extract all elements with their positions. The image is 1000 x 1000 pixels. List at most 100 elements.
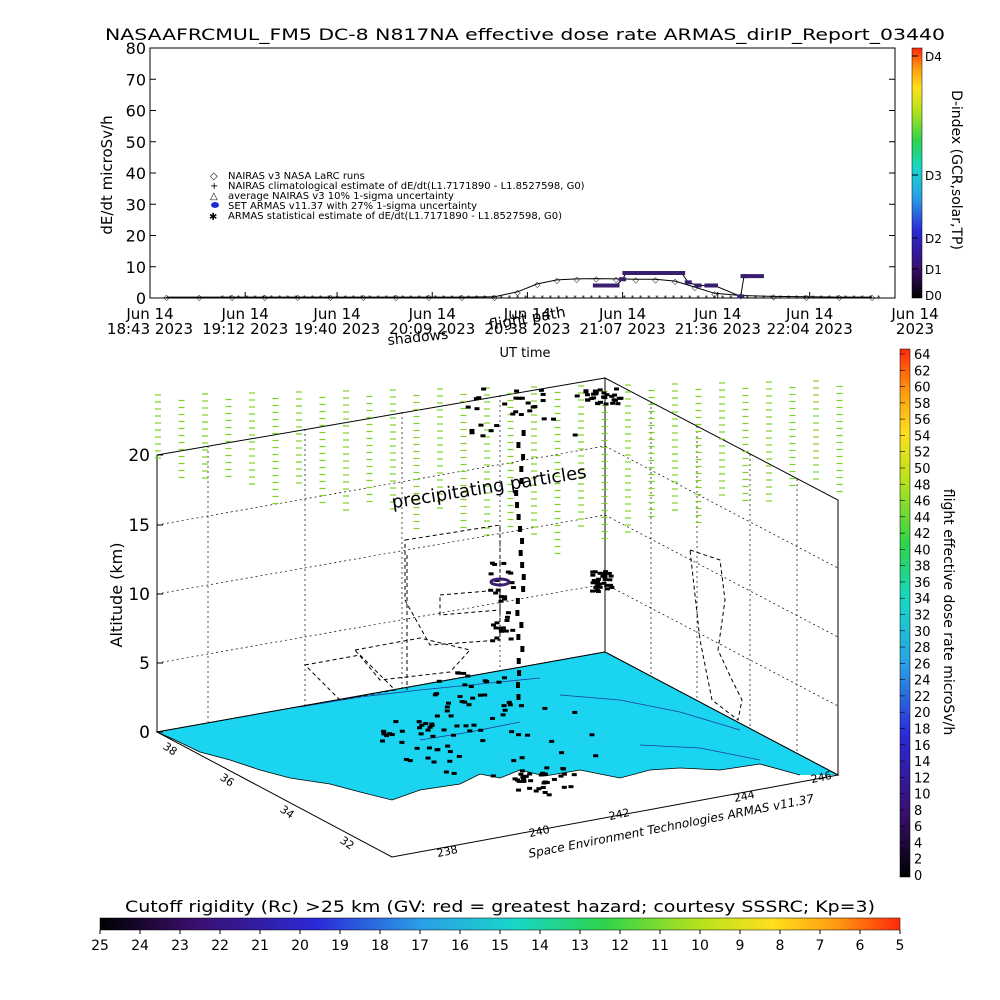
flight-peak-marker bbox=[489, 577, 511, 587]
series-nairas-point: ◇ bbox=[869, 293, 876, 302]
baseline-marker: * bbox=[237, 294, 241, 302]
track-marker bbox=[456, 754, 462, 758]
baseline-marker: * bbox=[261, 294, 265, 302]
track-marker bbox=[513, 396, 519, 400]
x-tick-time: 2023 bbox=[896, 320, 934, 338]
track-marker bbox=[597, 400, 603, 404]
cutoff-rigidity-ticks: 25 24 23 22 21 20 19 18 17 16 15 14 13 12 11 10 9 8 7 6 5 bbox=[91, 930, 904, 954]
track-marker bbox=[594, 584, 600, 588]
track-marker bbox=[519, 478, 524, 484]
track-marker bbox=[508, 637, 514, 641]
dose-rate-tick-label: 26 bbox=[914, 657, 931, 672]
track-marker bbox=[583, 389, 589, 393]
series-armas-point bbox=[625, 271, 633, 275]
d-index-tick-label: D3 bbox=[925, 169, 942, 183]
track-marker bbox=[527, 409, 533, 413]
track-marker bbox=[505, 611, 511, 615]
x-tick-date: Jun 14 bbox=[598, 305, 646, 323]
baseline-marker: * bbox=[417, 294, 421, 302]
track-marker bbox=[465, 674, 471, 678]
track-marker bbox=[434, 714, 440, 718]
track-marker bbox=[459, 700, 465, 704]
track-marker bbox=[608, 583, 614, 587]
track-marker bbox=[494, 636, 500, 640]
track-marker bbox=[445, 744, 451, 748]
track-marker bbox=[498, 595, 504, 599]
dose-rate-tick-label: 56 bbox=[914, 413, 931, 428]
longitude-tick-label: 244 bbox=[733, 788, 756, 805]
track-marker bbox=[457, 695, 463, 699]
baseline-marker: * bbox=[393, 294, 397, 302]
legend-symbol-diamond: ◇ bbox=[210, 171, 218, 182]
cutoff-rigidity-tick-label: 22 bbox=[211, 938, 229, 954]
baseline-marker: * bbox=[819, 294, 823, 302]
track-marker bbox=[407, 759, 413, 763]
track-marker bbox=[521, 774, 527, 778]
baseline-marker: * bbox=[286, 294, 290, 302]
baseline-marker: * bbox=[270, 294, 274, 302]
track-marker bbox=[443, 770, 449, 774]
baseline-marker: * bbox=[532, 294, 536, 302]
track-marker bbox=[525, 733, 531, 737]
baseline-marker: * bbox=[508, 294, 512, 302]
dose-rate-tick-label: 8 bbox=[914, 804, 922, 819]
baseline-marker: * bbox=[622, 294, 626, 302]
baseline-marker: * bbox=[762, 294, 766, 302]
cutoff-rigidity-tick-label: 9 bbox=[736, 938, 745, 954]
coastline bbox=[157, 732, 838, 857]
track-marker bbox=[511, 759, 517, 763]
series-armas-point bbox=[651, 271, 659, 275]
track-marker bbox=[419, 723, 425, 727]
track-marker bbox=[602, 572, 608, 576]
cutoff-rigidity-tick-label: 6 bbox=[856, 938, 865, 954]
longitude-tick-label: 246 bbox=[810, 769, 833, 786]
dose-rate-tick-label: 16 bbox=[914, 739, 931, 754]
baseline-marker: * bbox=[877, 294, 881, 302]
track-marker bbox=[504, 618, 510, 622]
track-marker bbox=[595, 589, 601, 593]
track-marker bbox=[594, 581, 600, 585]
series-nairas-point: ◇ bbox=[426, 293, 433, 302]
flight-shadow-lines bbox=[303, 524, 743, 721]
track-marker bbox=[597, 571, 603, 575]
track-marker bbox=[478, 423, 484, 427]
series-armas-point bbox=[638, 271, 646, 275]
y-tick-label: 20 bbox=[126, 227, 146, 246]
track-marker bbox=[597, 585, 603, 589]
cutoff-rigidity-tick-label: 24 bbox=[131, 938, 149, 954]
series-nairas-point: ◇ bbox=[360, 293, 367, 302]
series-nairas-point: ◇ bbox=[459, 293, 466, 302]
track-marker bbox=[425, 756, 431, 760]
precipitating-particles bbox=[155, 380, 843, 555]
altitude-axis-label: Altitude (km) bbox=[107, 543, 126, 648]
series-nairas-point: ◇ bbox=[163, 293, 170, 302]
legend-entry-nairas-runs: NAIRAS v3 NASA LaRC runs bbox=[228, 171, 365, 182]
track-marker bbox=[502, 595, 508, 599]
track-marker bbox=[528, 779, 534, 783]
cutoff-rigidity-tick-label: 18 bbox=[371, 938, 389, 954]
dose-rate-tick-label: 2 bbox=[914, 853, 922, 868]
track-marker bbox=[469, 428, 475, 432]
d-index-tick-label: D0 bbox=[925, 289, 942, 303]
series-nairas-point: ◇ bbox=[492, 293, 499, 302]
cutoff-rigidity-tick-label: 25 bbox=[91, 938, 109, 954]
top-series-layer: ◇◇◇◇◇◇◇◇◇◇◇◇◇◇◇◇◇◇◇◇◇◇◇◇◇◇◇ bbox=[163, 271, 876, 302]
track-marker bbox=[521, 574, 526, 580]
dose-rate-tick-label: 4 bbox=[914, 836, 922, 851]
track-marker bbox=[426, 746, 432, 750]
series-nairas-point: ◇ bbox=[711, 289, 718, 298]
track-marker bbox=[606, 571, 612, 575]
legend-symbol-asterisk: ✱ bbox=[209, 212, 217, 223]
track-marker bbox=[513, 410, 519, 414]
track-marker bbox=[541, 781, 547, 785]
track-marker bbox=[462, 700, 468, 704]
baseline-marker: * bbox=[335, 294, 339, 302]
legend-entry-armas-statistical: ARMAS statistical estimate of dE/dt(L1.7… bbox=[228, 211, 562, 222]
baseline-marker: * bbox=[467, 294, 471, 302]
track-marker bbox=[516, 694, 521, 700]
series-armas-point bbox=[756, 274, 764, 279]
track-marker bbox=[429, 722, 435, 726]
x-tick-date: Jun 14 bbox=[693, 305, 741, 323]
track-marker bbox=[456, 671, 462, 675]
series-armas-point bbox=[599, 283, 607, 288]
